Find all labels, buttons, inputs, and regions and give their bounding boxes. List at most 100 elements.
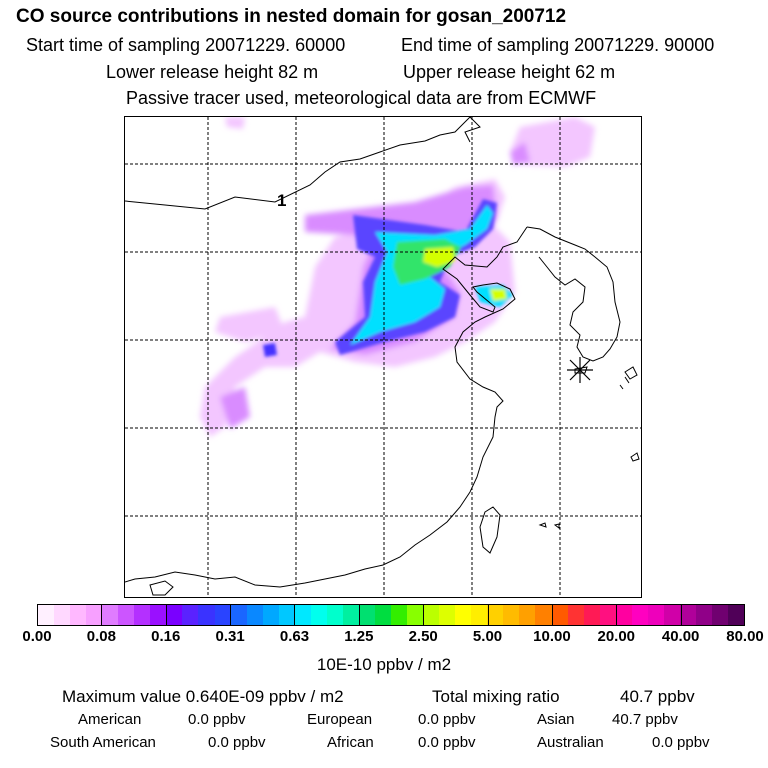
source-south-american-value: 0.0 ppbv <box>208 734 266 751</box>
plume-core-layer <box>263 199 513 357</box>
small-island-east <box>538 522 547 528</box>
colorbar-segment <box>583 605 600 625</box>
tracer-info-label: Passive tracer used, meteorological data… <box>126 88 597 108</box>
taiwan <box>479 506 501 554</box>
colorbar-segment <box>391 605 408 625</box>
colorbar-tick-label: 10.00 <box>533 628 571 645</box>
plume-west-patch <box>215 307 285 342</box>
start-time-label: Start time of sampling 20071229. 60000 <box>26 35 346 55</box>
colorbar-segment <box>615 605 632 625</box>
source-european-value: 0.0 ppbv <box>418 711 476 728</box>
colorbar-segment <box>631 605 648 625</box>
colorbar-segment <box>342 605 359 625</box>
korean-peninsula <box>526 226 621 362</box>
colorbar-segment <box>118 605 135 625</box>
colorbar-segment <box>711 605 729 625</box>
source-asian-name: Asian <box>537 711 575 728</box>
colorbar-segment <box>198 605 215 625</box>
receptor-marker-icon <box>567 357 593 383</box>
colorbar-separator <box>423 604 425 626</box>
colorbar-separator <box>165 604 167 626</box>
small-island-east-2 <box>553 523 560 529</box>
source-australian-name: Australian <box>537 734 604 751</box>
colorbar-segment <box>663 605 680 625</box>
lower-release-label: Lower release height 82 m <box>106 62 319 82</box>
colorbar-segment <box>182 605 199 625</box>
map-panel: 1 <box>124 116 642 598</box>
source-asian-value: 40.7 ppbv <box>612 711 678 728</box>
colorbar-segment <box>439 605 456 625</box>
source-european-name: European <box>307 711 373 728</box>
colorbar-segment <box>278 605 295 625</box>
total-mixing-value: 40.7 ppbv <box>620 687 695 706</box>
china-coast <box>125 226 528 588</box>
ryukyu-islands <box>619 376 630 390</box>
colorbar-segment <box>487 605 504 625</box>
colorbar-segment <box>70 605 87 625</box>
source-american-value: 0.0 ppbv <box>188 711 246 728</box>
upper-release-label: Upper release height 62 m <box>403 62 616 82</box>
colorbar-segment <box>294 605 311 625</box>
hainan <box>149 580 174 596</box>
colorbar-tick-label: 80.00 <box>726 628 764 645</box>
colorbar-tick-label: 0.16 <box>151 628 181 645</box>
colorbar-segment <box>551 605 568 625</box>
colorbar-tick-label: 0.31 <box>215 628 245 645</box>
colorbar-segment <box>728 605 745 625</box>
colorbar-segment <box>407 605 424 625</box>
colorbar-segment <box>246 605 263 625</box>
east-border <box>464 117 481 143</box>
colorbar-segment <box>86 605 103 625</box>
colorbar-separator <box>358 604 360 626</box>
colorbar-segment <box>326 605 343 625</box>
source-south-american-name: South American <box>50 734 156 751</box>
colorbar-segment <box>647 605 664 625</box>
colorbar-segment <box>38 605 55 625</box>
colorbar-tick-label: 0.63 <box>279 628 310 645</box>
plot-title: CO source contributions in nested domain… <box>16 6 567 27</box>
plume-north-patch <box>510 117 595 167</box>
colorbar-segment <box>567 605 584 625</box>
colorbar-segment <box>214 605 231 625</box>
colorbar-segment <box>695 605 712 625</box>
colorbar-segment <box>310 605 327 625</box>
colorbar-segment <box>423 605 440 625</box>
colorbar-segment <box>134 605 151 625</box>
colorbar-separator <box>680 604 682 626</box>
colorbar-separator <box>101 604 103 626</box>
colorbar-tick-label: 20.00 <box>597 628 636 645</box>
total-mixing-label: Total mixing ratio <box>432 687 560 706</box>
colorbar-segment <box>358 605 375 625</box>
plume-core-yellow-east <box>490 289 507 301</box>
plume-west-mid <box>220 387 250 429</box>
colorbar-segment <box>519 605 536 625</box>
colorbar-segment <box>599 605 616 625</box>
colorbar-tick-label: 0.00 <box>22 628 52 645</box>
colorbar-tick-label: 0.08 <box>86 628 116 645</box>
colorbar-separator <box>230 604 232 626</box>
map-canvas: 1 <box>125 117 641 597</box>
source-australian-value: 0.0 ppbv <box>652 734 710 751</box>
maximum-value-label: Maximum value 0.640E-09 ppbv / m2 <box>62 687 344 706</box>
colorbar-segment <box>679 605 696 625</box>
colorbar-segment <box>471 605 488 625</box>
colorbar-segment <box>102 605 119 625</box>
colorbar-separator <box>551 604 553 626</box>
colorbar-unit: 10E-10 ppbv / m2 <box>316 655 452 674</box>
northern-border <box>125 117 471 210</box>
plume-spot-blue <box>263 343 277 357</box>
end-time-label: End time of sampling 20071229. 90000 <box>401 35 715 55</box>
colorbar-segment <box>503 605 520 625</box>
colorbar <box>37 604 745 626</box>
source-african-name: African <box>327 734 374 751</box>
colorbar-tick-label: 40.00 <box>661 628 700 645</box>
colorbar-separator <box>487 604 489 626</box>
japan-small-island <box>630 452 640 462</box>
plume-north-mid <box>510 142 530 165</box>
colorbar-segment <box>54 605 71 625</box>
map-grid <box>125 117 641 597</box>
source-african-value: 0.0 ppbv <box>418 734 476 751</box>
colorbar-segment <box>535 605 552 625</box>
colorbar-segment <box>374 605 392 625</box>
colorbar-segment <box>150 605 167 625</box>
